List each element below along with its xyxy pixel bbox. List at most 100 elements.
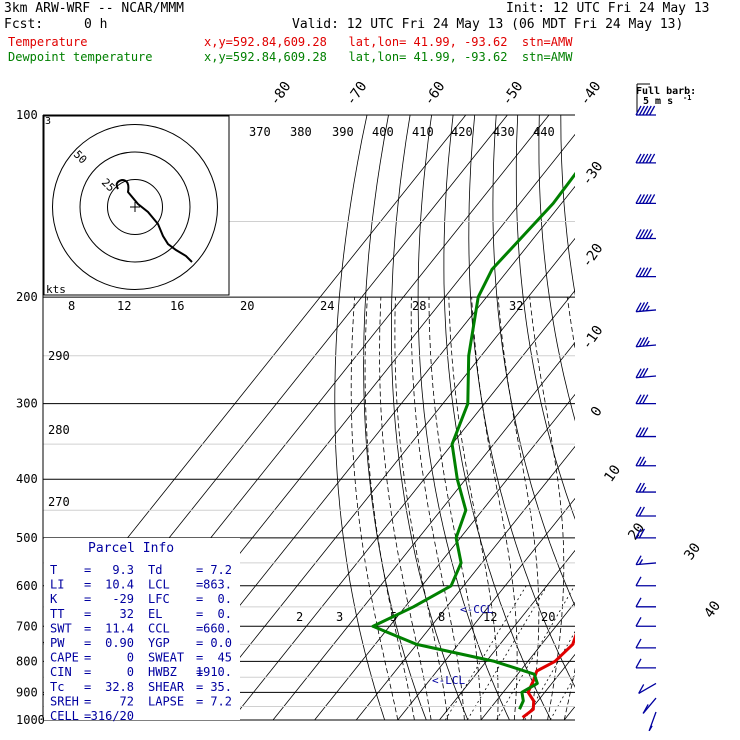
- parcel-field-name: CELL: [50, 709, 79, 723]
- theta-label: 280: [48, 423, 70, 437]
- parcel-field-name: SREH: [50, 694, 79, 708]
- forecast-label: Fcst:: [4, 17, 44, 32]
- upper-scale-label: 24: [320, 299, 334, 313]
- theta-label: 270: [48, 495, 70, 509]
- moist-adiabat-line: [614, 297, 717, 720]
- parcel-field-value: 45: [218, 651, 232, 665]
- parcel-field-name: Tc: [50, 680, 64, 694]
- parcel-field-value: 0: [127, 665, 134, 679]
- isotherm-label: -30: [579, 159, 607, 189]
- hodograph-trace: [115, 178, 193, 263]
- wind-barb: [635, 301, 657, 313]
- moist-adiabat-line: [379, 297, 432, 720]
- theta-label: 430: [493, 125, 515, 139]
- isotherm-line: [522, 653, 575, 720]
- parcel-field-value: 863.: [203, 578, 232, 592]
- parcel-field-name: PW: [50, 636, 65, 650]
- pressure-tick-label: 300: [16, 397, 38, 411]
- moist-adiabat-line: [448, 297, 499, 720]
- isotherm-label: 40: [701, 598, 724, 621]
- parcel-field-name: LI: [50, 578, 64, 592]
- hodograph-ring: [79, 151, 191, 263]
- dry-adiabat-line: [515, 115, 575, 520]
- wind-barb: [635, 153, 656, 164]
- dry-adiabat-line: [334, 115, 386, 720]
- moist-adiabat-line: [497, 297, 540, 720]
- parcel-equals: =: [84, 680, 91, 694]
- dry-adiabat-line: [647, 115, 740, 733]
- parcel-equals: =: [84, 607, 91, 621]
- lcl-marker: <-LCL: [432, 674, 465, 687]
- dry-adiabat-line: [582, 115, 740, 733]
- isotherm-label: 10: [601, 462, 624, 485]
- theta-label: 390: [332, 125, 354, 139]
- theta-label: 440: [533, 125, 555, 139]
- parcel-field-name: SHEAR: [148, 680, 185, 694]
- wind-barb: [635, 555, 657, 566]
- parcel-equals: =: [84, 665, 91, 679]
- parcel-equals: =: [84, 694, 91, 708]
- wind-barb: [635, 506, 656, 517]
- wind-barb: [635, 427, 656, 438]
- dry-adiabat-line: [712, 115, 740, 733]
- wind-barb: [635, 267, 656, 278]
- isotherm-label: -60: [421, 79, 449, 109]
- temperature-location: x,y=592.84,609.28 lat,lon= 41.99, -93.62…: [204, 35, 573, 49]
- mixing-ratio-line: [524, 630, 575, 720]
- mixing-ratio-line: [496, 585, 575, 720]
- level-annotations: <-CCL <-LCL: [432, 603, 493, 687]
- wind-barb: [635, 576, 656, 587]
- parcel-equals: =: [84, 709, 91, 723]
- parcel-field-name: K: [50, 592, 58, 606]
- parcel-field-name: HWBZ: [148, 665, 177, 679]
- wind-barb: [638, 682, 657, 694]
- moist-adiabat-line: [631, 297, 740, 720]
- parcel-field-name: CAPE: [50, 651, 79, 665]
- isotherm-line: [189, 237, 575, 720]
- mixing-ratio-label: 20: [541, 610, 555, 624]
- parcel-field-value: 1910.: [196, 665, 232, 679]
- isotherm-line: [314, 393, 575, 720]
- pressure-tick-label: 600: [16, 579, 38, 593]
- isotherm-label: 0: [588, 404, 606, 420]
- isotherm-label: 20: [625, 520, 648, 543]
- isotherm-line: [637, 115, 740, 733]
- parcel-field-name: Td: [148, 563, 162, 577]
- moist-adiabat-line: [581, 297, 627, 720]
- parcel-field-name: LAPSE: [148, 694, 184, 708]
- dry-adiabat-line: [417, 115, 510, 720]
- isotherm-line: [480, 601, 575, 720]
- parcel-info-title: Parcel Info: [88, 541, 174, 556]
- parcel-field-name: LCL: [148, 578, 170, 592]
- theta-label: 400: [372, 125, 394, 139]
- parcel-field-name: SWEAT: [148, 651, 184, 665]
- pressure-tick-label: 400: [16, 472, 38, 486]
- isotherm-label: -10: [579, 323, 607, 353]
- dry-adiabat-line: [625, 115, 740, 733]
- isotherm-label: 30: [681, 540, 704, 563]
- mixing-ratio-label: 2: [296, 610, 303, 624]
- upper-scale-label: 12: [117, 299, 131, 313]
- wind-barb: [635, 616, 656, 627]
- theta-label: 370: [249, 125, 271, 139]
- moist-adiabat-line: [410, 297, 465, 720]
- moist-adiabat-line: [598, 297, 669, 720]
- theta-label: 420: [451, 125, 473, 139]
- parcel-equals: =: [196, 651, 203, 665]
- mixing-ratio-label: 3: [336, 610, 343, 624]
- parcel-equals: =: [196, 621, 203, 635]
- isotherm-line: [230, 289, 575, 720]
- parcel-field-value: 7.2: [210, 563, 232, 577]
- hodograph-ring: [107, 179, 163, 235]
- valid-time: Valid: 12 UTC Fri 24 May 13 (06 MDT Fri …: [292, 17, 684, 32]
- wind-barb: [635, 528, 656, 539]
- pressure-tick-label: 800: [16, 654, 38, 668]
- parcel-equals: =: [196, 665, 203, 679]
- parcel-equals: =: [196, 592, 203, 606]
- wind-barbs: [635, 83, 657, 732]
- isotherm-label: -40: [577, 79, 605, 109]
- upper-scale-label: 28: [412, 299, 426, 313]
- dry-adiabat-line: [538, 115, 575, 422]
- parcel-field-value: 10.4: [105, 578, 134, 592]
- isotherm-label: -20: [579, 241, 607, 271]
